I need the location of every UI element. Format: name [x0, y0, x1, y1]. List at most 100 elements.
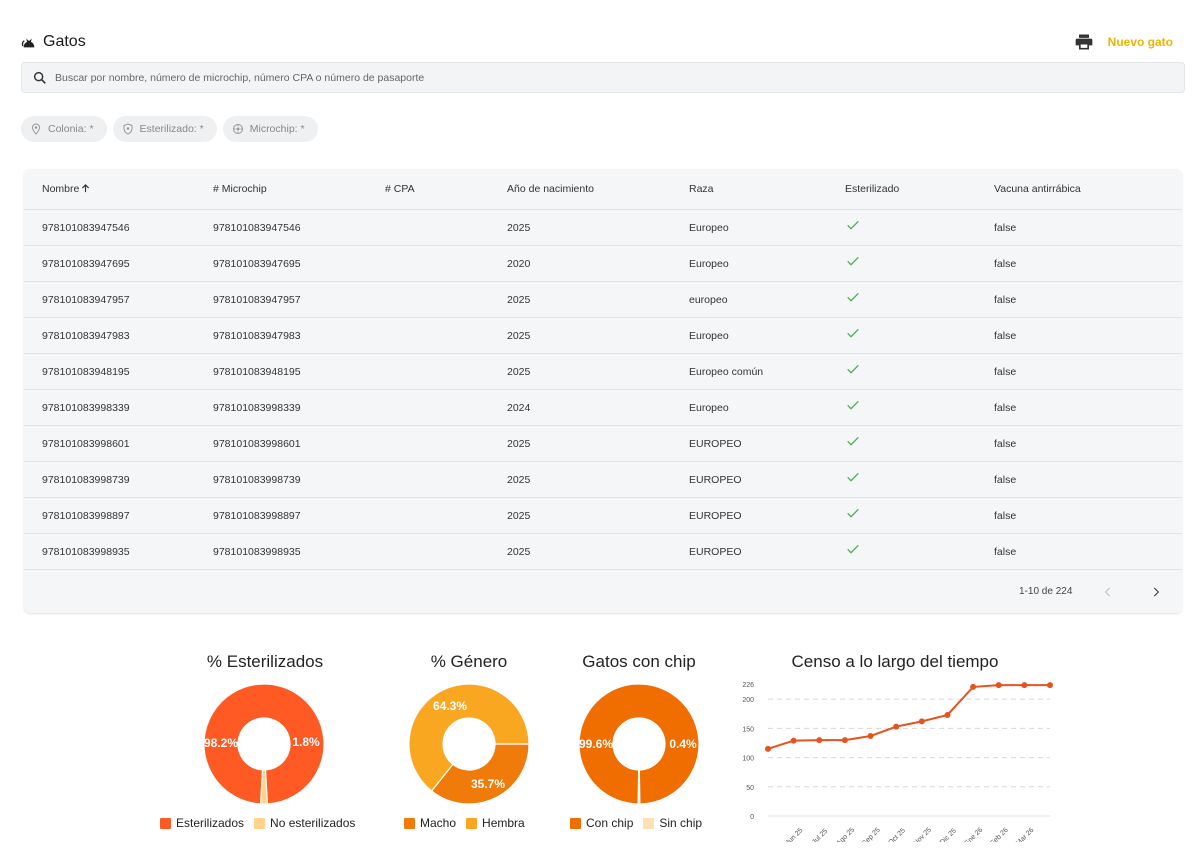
data-point[interactable]	[970, 683, 977, 690]
column-header-nombre[interactable]: Nombre	[42, 183, 90, 195]
table-cell: 2025	[507, 365, 531, 378]
table-cell: 978101083947546	[42, 221, 130, 234]
donut-label: 1.8%	[292, 735, 320, 749]
donut-label: 99.6%	[579, 737, 613, 751]
table-cell: 978101083947983	[42, 329, 130, 342]
table-row[interactable]: 978101083947983 978101083947983 2025 Europe…	[24, 318, 1182, 354]
donut-label: 98.2%	[204, 736, 238, 750]
table-cell: 978101083998339	[213, 401, 301, 414]
data-point[interactable]	[765, 745, 771, 752]
legend-genero: Macho Hembra	[404, 816, 535, 830]
table-cell: false	[994, 221, 1017, 234]
data-point[interactable]	[867, 732, 874, 739]
table-row[interactable]: 978101083998739 978101083998739 2025 EUROPE…	[24, 462, 1182, 498]
y-tick-label: 150	[742, 726, 754, 733]
table-row[interactable]: 978101083998339 978101083998339 2024 Europe…	[24, 390, 1182, 426]
table-row[interactable]: 978101083947957 978101083947957 2025 europe…	[24, 282, 1182, 318]
table-cell: false	[994, 329, 1017, 342]
donut-slice[interactable]	[579, 684, 699, 804]
legend-item[interactable]: Sin chip	[643, 816, 702, 830]
legend-label: Hembra	[482, 816, 525, 830]
donut-slice[interactable]	[204, 684, 324, 804]
filter-chips: Colonia: * Esterilizado: * Microchip: *	[21, 116, 318, 142]
column-header-ano[interactable]: Año de nacimiento	[507, 183, 594, 195]
legend-item[interactable]: Con chip	[570, 816, 633, 830]
legend-swatch	[643, 817, 655, 829]
table-body: 978101083947546 978101083947546 2025 Europe…	[24, 210, 1182, 570]
donut-slice[interactable]	[260, 769, 268, 804]
pagination-range: 1-10 de 224	[1019, 586, 1073, 597]
chevron-right-icon[interactable]	[1149, 585, 1163, 599]
table-row[interactable]: 978101083947546 978101083947546 2025 Europe…	[24, 210, 1182, 246]
column-header-microchip[interactable]: # Microchip	[213, 183, 267, 195]
table-cell: Europeo	[689, 257, 729, 270]
data-point[interactable]	[893, 723, 900, 730]
data-point[interactable]	[816, 737, 823, 744]
column-header-raza[interactable]: Raza	[689, 183, 714, 195]
check-icon	[845, 220, 861, 236]
check-icon	[845, 256, 861, 272]
filter-chip-label: Microchip: *	[249, 123, 305, 135]
table-cell: Europeo	[689, 221, 729, 234]
table-row[interactable]: 978101083998897 978101083998897 2025 EUROPE…	[24, 498, 1182, 534]
table-row[interactable]: 978101083998601 978101083998601 2025 EUROPE…	[24, 426, 1182, 462]
print-icon[interactable]	[1074, 32, 1094, 52]
filter-chip-microchip[interactable]: Microchip: *	[222, 116, 318, 142]
y-tick-label: 200	[742, 697, 754, 704]
donut-chart-genero: 35.7% 64.3%	[409, 684, 529, 804]
table-cell: 2025	[507, 473, 531, 486]
chevron-left-icon[interactable]	[1101, 585, 1115, 599]
legend-item[interactable]: Hembra	[466, 816, 525, 830]
column-header-esterilizado[interactable]: Esterilizado	[845, 183, 900, 195]
legend-label: No esterilizados	[270, 816, 356, 830]
search-bar[interactable]	[21, 62, 1185, 93]
filter-chip-label: Esterilizado: *	[139, 123, 204, 135]
filter-chip-colonia[interactable]: Colonia: *	[21, 116, 107, 142]
check-icon	[845, 472, 861, 488]
table-cell: 978101083998601	[213, 437, 301, 450]
table-cell: 2025	[507, 221, 531, 234]
search-input[interactable]	[55, 71, 955, 84]
donut-label: 64.3%	[433, 699, 467, 713]
table-cell: EUROPEO	[689, 437, 742, 450]
donut-slice[interactable]	[430, 743, 529, 804]
legend-label: Sin chip	[659, 816, 703, 830]
table-cell: false	[994, 365, 1017, 378]
data-point[interactable]	[841, 737, 848, 744]
donut-slice[interactable]	[409, 684, 529, 792]
table-row[interactable]: 978101083947695 978101083947695 2020 Europe…	[24, 246, 1182, 282]
column-header-vacuna[interactable]: Vacuna antirrábica	[994, 183, 1081, 195]
table-cell: europeo	[689, 293, 728, 306]
column-header-cpa[interactable]: # CPA	[385, 183, 415, 195]
data-point[interactable]	[790, 737, 797, 744]
legend-item[interactable]: No esterilizados	[254, 816, 355, 830]
legend-item[interactable]: Macho	[404, 816, 456, 830]
table-cell: false	[994, 293, 1017, 306]
data-point[interactable]	[918, 718, 925, 725]
table-cell: false	[994, 257, 1017, 270]
legend-label: Macho	[420, 816, 457, 830]
data-point[interactable]	[1047, 682, 1053, 689]
x-tick-label: Nov 25	[912, 827, 933, 842]
table-cell: 978101083998739	[42, 473, 130, 486]
table-cell: 2025	[507, 293, 531, 306]
filter-chip-esterilizado[interactable]: Esterilizado: *	[112, 116, 217, 142]
data-point[interactable]	[995, 682, 1002, 689]
table-cell: 978101083998897	[42, 509, 130, 522]
x-tick-label: Feb 26	[989, 827, 1009, 842]
table-row[interactable]: 978101083948195 978101083948195 2025 Europe…	[24, 354, 1182, 390]
donut-label: 0.4%	[669, 737, 697, 751]
chart-title-chip: Gatos con chip	[582, 652, 696, 671]
donut-slice[interactable]	[637, 769, 641, 804]
table-cell: 2020	[507, 257, 531, 270]
table-cell: Europeo	[689, 401, 729, 414]
legend-swatch	[570, 817, 581, 829]
data-point[interactable]	[944, 711, 951, 718]
table-cell: 978101083947695	[42, 257, 130, 270]
data-point[interactable]	[1021, 682, 1028, 689]
table-row[interactable]: 978101083998935 978101083998935 2025 EUROPE…	[24, 534, 1182, 570]
chart-title-genero: % Género	[430, 652, 508, 671]
legend-item[interactable]: Esterilizados	[160, 816, 244, 830]
location-icon	[31, 123, 41, 135]
new-cat-button[interactable]: Nuevo gato	[1107, 35, 1173, 49]
